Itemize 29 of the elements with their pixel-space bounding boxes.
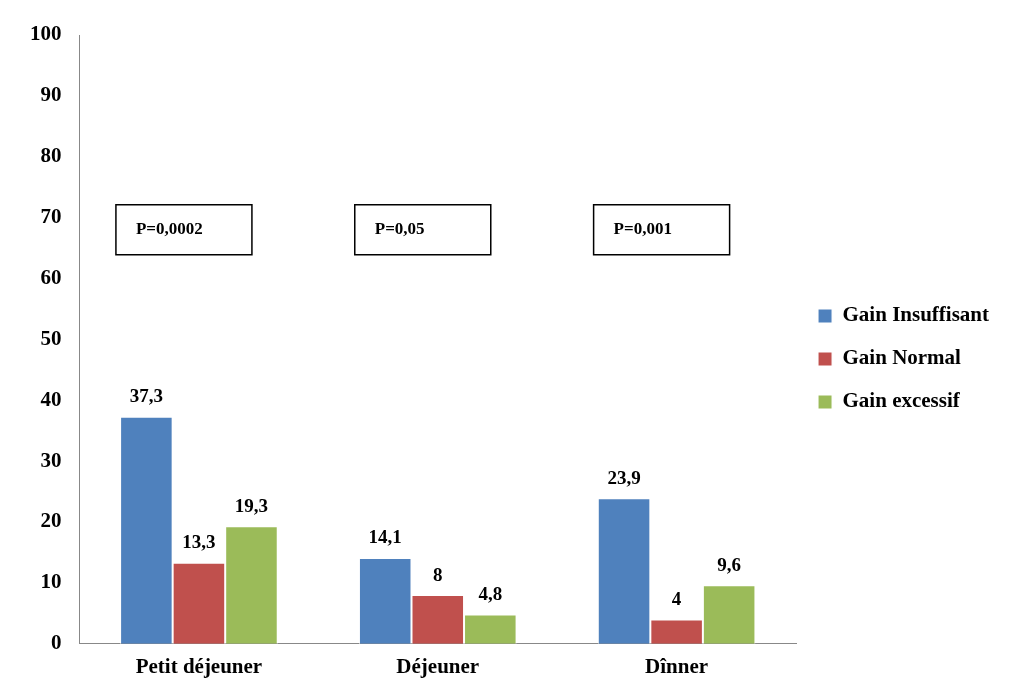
data-label: 14,1	[368, 526, 402, 548]
data-label: 9,6	[717, 553, 742, 575]
data-label: 8	[433, 563, 443, 585]
data-label: 37,3	[129, 385, 163, 407]
legend-label: Gain Insuffisant	[842, 302, 990, 327]
x-tick-label: Petit déjeuner	[135, 653, 263, 678]
data-label: 23,9	[607, 466, 641, 488]
annotation: P=0,001	[613, 219, 672, 239]
data-label: 19,3	[234, 494, 269, 516]
y-tick-label: 30	[40, 447, 62, 472]
x-tick-label: Déjeuner	[396, 653, 480, 678]
y-tick-label: 0	[51, 630, 62, 655]
annotation: P=0,05	[374, 219, 425, 239]
y-tick-label: 100	[30, 21, 62, 46]
y-tick-label: 90	[40, 82, 62, 107]
y-tick-label: 10	[40, 569, 62, 594]
y-tick-label: 80	[40, 143, 62, 168]
x-tick-label: Dînner	[645, 653, 709, 678]
data-label: 4,8	[478, 582, 503, 604]
legend-label: Gain Normal	[842, 345, 962, 370]
annotation: P=0,0002	[135, 219, 203, 239]
data-label: 4	[671, 587, 682, 609]
y-tick-label: 20	[40, 508, 62, 533]
y-tick-label: 50	[40, 325, 62, 350]
data-label: 13,3	[182, 531, 216, 553]
y-tick-label: 70	[40, 204, 62, 229]
y-tick-label: 40	[40, 386, 62, 411]
y-tick-label: 60	[40, 264, 62, 289]
legend-label: Gain excessif	[842, 388, 961, 413]
